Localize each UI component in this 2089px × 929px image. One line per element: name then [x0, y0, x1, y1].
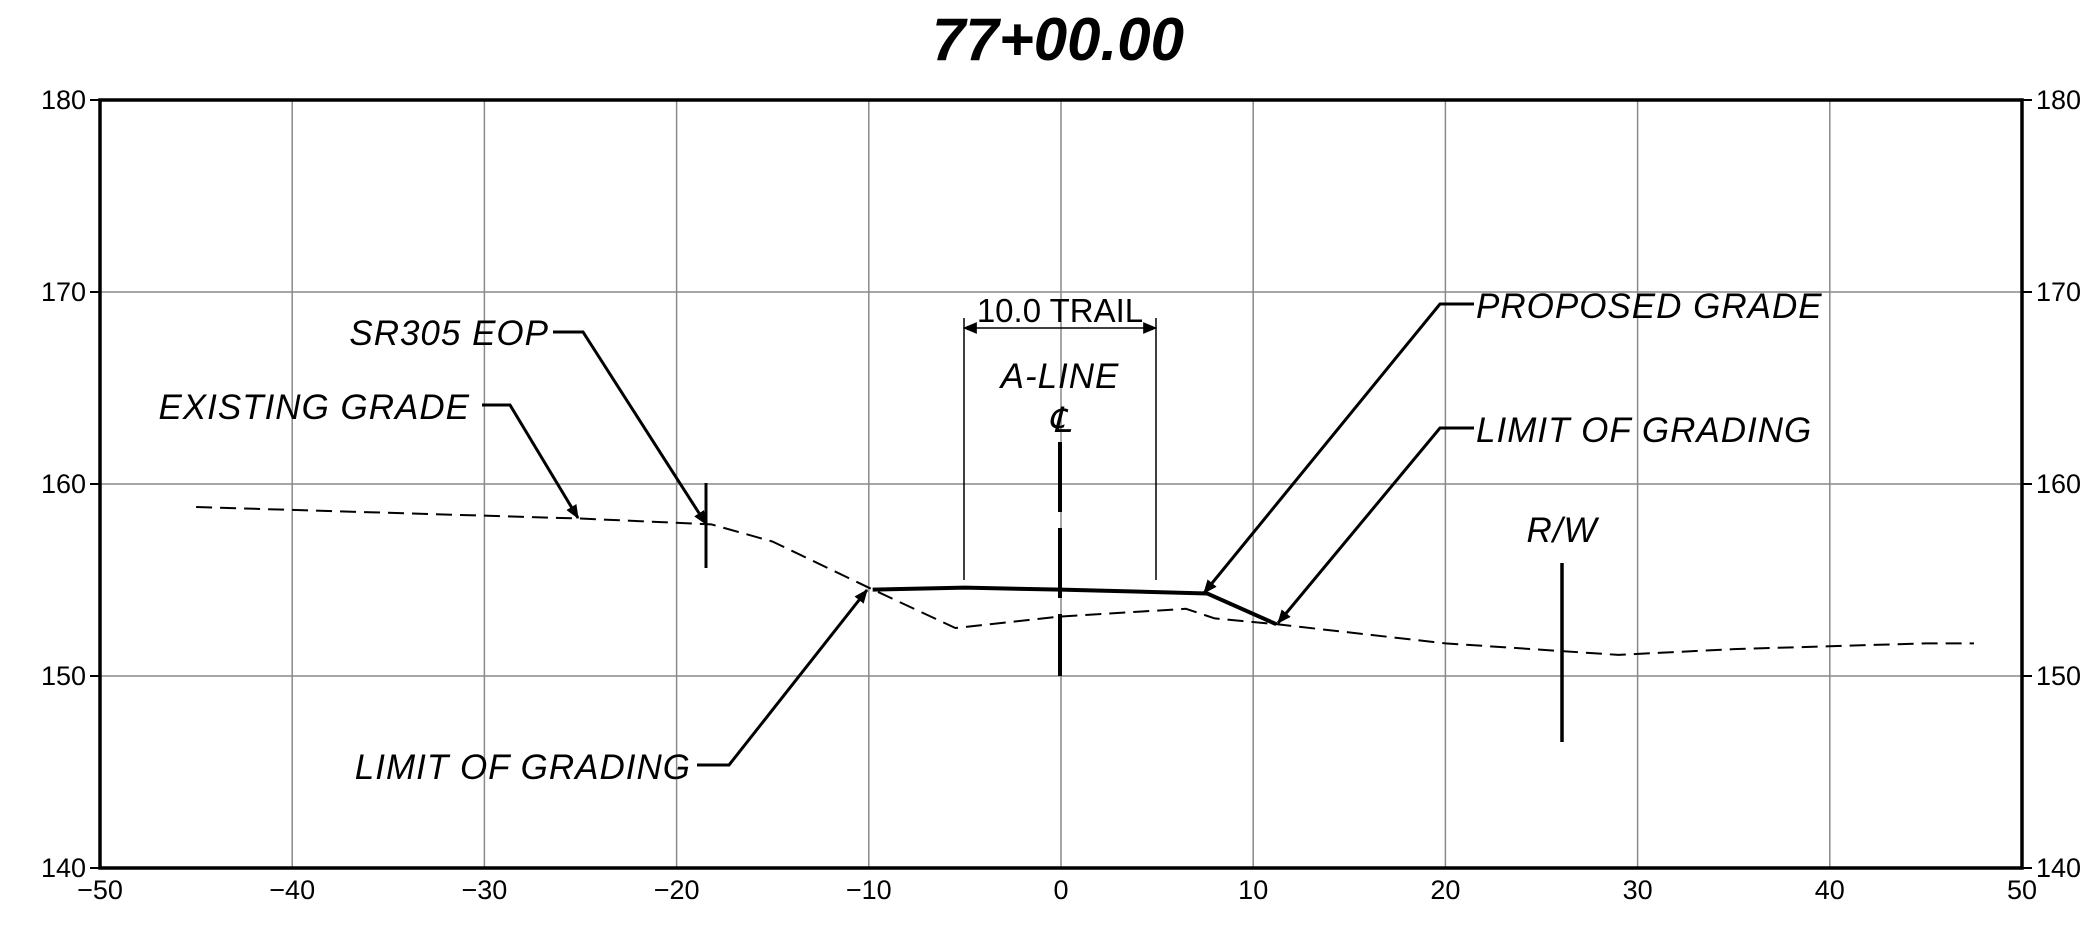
y-tick-label-left: 140: [41, 853, 86, 883]
y-tick-label-right: 170: [2036, 277, 2081, 307]
right-of-way-label: R/W: [1526, 511, 1599, 550]
trail-dimension-label: 10.0 TRAIL: [977, 292, 1143, 329]
leader-lines: [482, 302, 1474, 767]
limit-of-grading-right-label: LIMIT OF GRADING: [1476, 411, 1812, 450]
sr305-eop-leader: [553, 330, 708, 525]
x-tick-label: 10: [1238, 875, 1268, 905]
plot-frame: [98, 98, 2024, 870]
limit-of-grading-left-leader: [697, 589, 869, 767]
y-tick-label-right: 140: [2036, 853, 2081, 883]
x-tick-label: −20: [654, 875, 700, 905]
x-tick-label: −30: [461, 875, 507, 905]
existing-grade-leader: [482, 403, 580, 519]
trail-dimension: 10.0 TRAIL: [962, 292, 1158, 580]
sr305-eop-label: SR305 EOP: [349, 314, 549, 353]
x-tick-label: 0: [1053, 875, 1068, 905]
chart-title: 77+00.00: [932, 6, 1184, 73]
y-tick-label-right: 180: [2036, 85, 2081, 115]
proposed-grade-label: PROPOSED GRADE: [1476, 287, 1823, 326]
y-tick-label-left: 180: [41, 85, 86, 115]
existing-grade-line: [196, 506, 1974, 656]
limit-of-grading-right-leader: [1276, 426, 1474, 624]
centerline-symbol: ℄: [1048, 401, 1072, 440]
x-tick-label: −40: [269, 875, 315, 905]
x-tick-label: −10: [846, 875, 892, 905]
y-tick-label-left: 150: [41, 661, 86, 691]
centerline-marker: A-LINE ℄: [999, 357, 1120, 676]
x-tick-label: −50: [77, 875, 123, 905]
x-tick-label: 30: [1623, 875, 1653, 905]
x-tick-label: 20: [1430, 875, 1460, 905]
limit-of-grading-left-label: LIMIT OF GRADING: [355, 748, 691, 787]
proposed-grade-leader: [1202, 302, 1474, 594]
existing-grade-label: EXISTING GRADE: [158, 388, 470, 427]
centerline-name-label: A-LINE: [999, 357, 1120, 396]
y-tick-label-right: 150: [2036, 661, 2081, 691]
y-tick-label-right: 160: [2036, 469, 2081, 499]
data-lines: [196, 506, 1974, 656]
x-tick-label: 40: [1815, 875, 1845, 905]
y-tick-label-left: 160: [41, 469, 86, 499]
right-of-way-marker: R/W: [1526, 511, 1599, 742]
y-tick-label-left: 170: [41, 277, 86, 307]
x-tick-label: 50: [2007, 875, 2037, 905]
